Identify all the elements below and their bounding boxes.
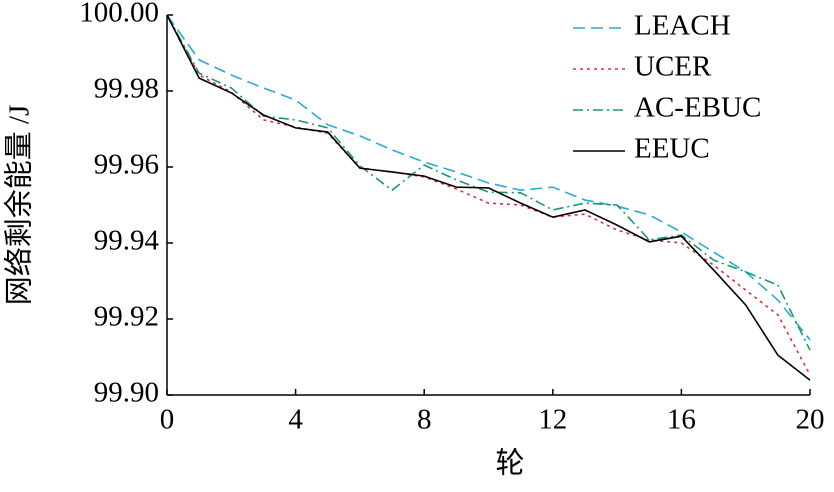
y-tick-label: 99.92 bbox=[94, 301, 159, 333]
legend-label: UCER bbox=[634, 51, 712, 83]
x-tick-label: 8 bbox=[417, 404, 432, 436]
x-tick-label: 12 bbox=[538, 404, 567, 436]
data-line bbox=[166, 14, 811, 351]
y-tick-label: 99.94 bbox=[94, 225, 160, 257]
y-tick-label: 99.96 bbox=[94, 149, 159, 181]
legend-label: AC-EBUC bbox=[634, 92, 761, 124]
y-tick-label: 99.98 bbox=[94, 73, 159, 105]
y-axis-label: 网络剩余能量 /J bbox=[3, 105, 36, 306]
y-tick-label: 99.90 bbox=[94, 377, 159, 409]
data-line bbox=[166, 14, 811, 381]
legend-label: EEUC bbox=[634, 133, 710, 165]
x-tick-label: 16 bbox=[667, 404, 696, 436]
x-tick-label: 0 bbox=[160, 404, 175, 436]
x-tick-label: 20 bbox=[796, 404, 825, 436]
data-line bbox=[166, 14, 811, 376]
y-tick-label: 100.00 bbox=[79, 0, 159, 29]
x-axis-label: 轮 bbox=[495, 447, 524, 480]
x-tick-label: 4 bbox=[288, 404, 303, 436]
legend-label: LEACH bbox=[634, 10, 731, 42]
data-line bbox=[166, 14, 811, 341]
